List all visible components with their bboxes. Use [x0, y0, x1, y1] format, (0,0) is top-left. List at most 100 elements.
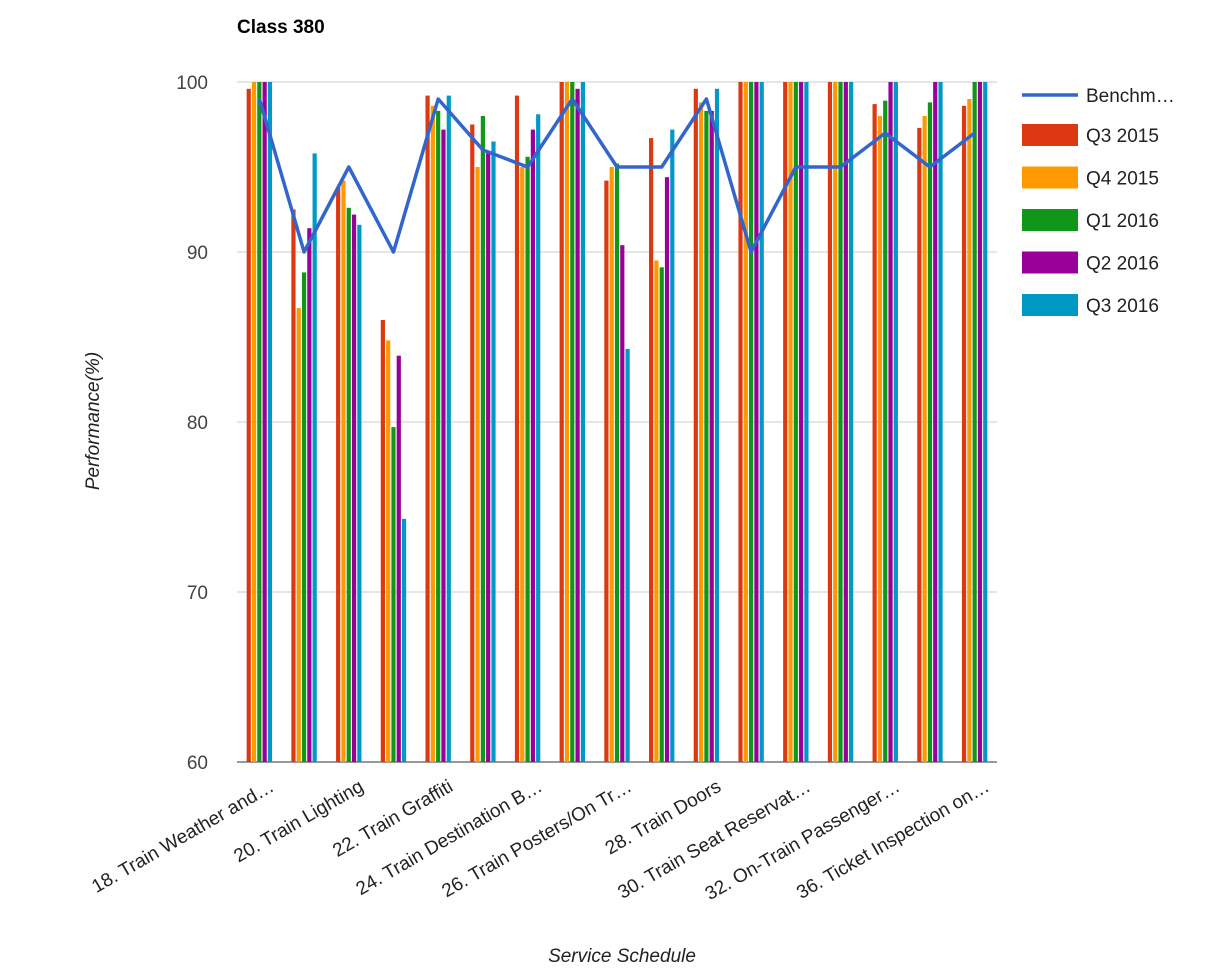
bar — [883, 100, 888, 762]
bar — [933, 82, 938, 762]
benchmark-line — [257, 97, 976, 254]
bar — [788, 82, 793, 762]
bar — [291, 209, 296, 762]
bar — [251, 82, 257, 762]
bar — [386, 340, 391, 762]
bar — [341, 180, 346, 763]
bar — [759, 82, 764, 762]
bar — [301, 272, 307, 762]
y-tick-label: 80 — [187, 413, 208, 434]
bar — [530, 129, 535, 763]
bar — [849, 82, 854, 762]
bar — [296, 308, 301, 762]
bar — [922, 116, 927, 762]
bar — [620, 245, 625, 762]
bar — [983, 82, 988, 762]
bar — [709, 110, 714, 762]
y-axis-ticks: 60 70 80 90 100 — [176, 73, 208, 774]
bar — [246, 88, 251, 763]
bar — [738, 82, 743, 762]
bar — [938, 82, 943, 762]
bar — [843, 82, 848, 762]
bar — [307, 228, 312, 762]
bar — [649, 138, 654, 763]
bar — [380, 320, 385, 762]
legend-swatch — [1022, 251, 1078, 274]
bar — [704, 110, 709, 762]
bar — [754, 82, 759, 762]
bar — [559, 82, 564, 762]
bar — [972, 82, 977, 762]
x-axis-title: Service Schedule — [548, 946, 696, 967]
bar — [614, 163, 620, 763]
bar — [804, 82, 809, 762]
bar — [877, 116, 883, 762]
x-tick-label: 18. Train Weather and… — [88, 776, 277, 898]
bar — [783, 82, 788, 762]
bar — [827, 82, 833, 762]
legend-swatch — [1022, 209, 1078, 231]
bar — [654, 260, 659, 762]
bar — [961, 105, 967, 763]
bar — [749, 82, 754, 762]
bar — [267, 82, 273, 762]
bar — [609, 167, 614, 762]
legend-swatch — [1022, 166, 1078, 189]
legend-swatch — [1022, 124, 1078, 146]
bar — [580, 82, 585, 762]
legend-label: Q3 2016 — [1086, 296, 1159, 317]
bar — [927, 102, 933, 762]
bar — [967, 99, 972, 762]
bar — [491, 141, 496, 762]
bar — [430, 105, 435, 763]
bars — [246, 82, 988, 763]
bar — [446, 95, 451, 763]
bar — [659, 267, 664, 762]
bar — [425, 95, 430, 763]
bar — [575, 88, 580, 763]
bar — [872, 104, 877, 763]
x-axis-ticks: 18. Train Weather and…20. Train Lighting… — [88, 776, 993, 905]
legend-label: Benchm… — [1086, 86, 1175, 107]
bar — [570, 82, 575, 762]
bar — [693, 88, 698, 763]
bar — [525, 156, 530, 763]
bar — [257, 82, 262, 762]
bar — [888, 82, 893, 762]
bar — [604, 180, 609, 763]
bar — [262, 82, 267, 762]
chart-title: Class 380 — [237, 17, 325, 38]
bar — [625, 348, 630, 762]
y-tick-label: 70 — [187, 583, 208, 604]
bar — [564, 82, 570, 762]
bar — [893, 82, 898, 762]
legend-label: Q4 2015 — [1086, 169, 1159, 190]
legend: Benchm… Q3 2015 Q4 2015 Q1 2016 Q2 2016 Q3 20… — [1022, 86, 1175, 317]
bar — [664, 177, 670, 762]
bar — [401, 518, 407, 762]
bar — [396, 355, 401, 762]
bar — [833, 82, 838, 762]
bar — [351, 214, 357, 763]
legend-label: Q1 2016 — [1086, 211, 1159, 232]
bar — [793, 82, 798, 762]
y-tick-label: 90 — [187, 243, 208, 264]
bar — [917, 127, 922, 762]
y-axis-title: Performance(%) — [83, 352, 104, 490]
bar — [357, 224, 362, 763]
bar — [977, 82, 983, 762]
bar — [336, 187, 341, 762]
bar — [670, 129, 675, 763]
bar — [475, 167, 480, 762]
bar — [486, 151, 491, 762]
bar — [514, 95, 520, 763]
bar — [520, 167, 525, 762]
legend-label: Q2 2016 — [1086, 254, 1159, 275]
bar — [441, 129, 446, 763]
y-tick-label: 100 — [176, 73, 208, 94]
bar — [714, 88, 720, 763]
bar — [470, 124, 475, 762]
bar — [838, 82, 843, 762]
